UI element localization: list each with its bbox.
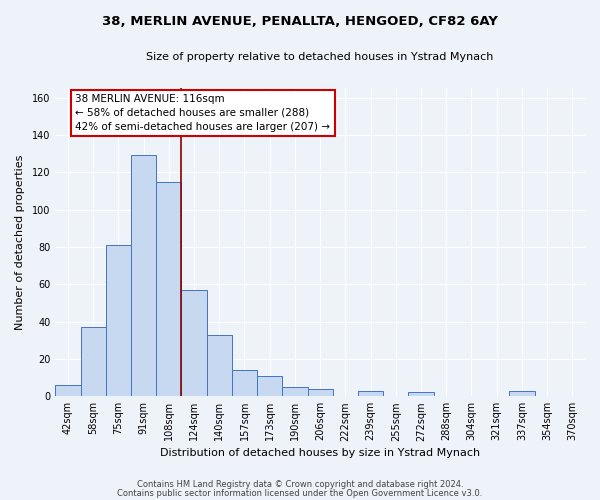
- Text: Contains HM Land Registry data © Crown copyright and database right 2024.: Contains HM Land Registry data © Crown c…: [137, 480, 463, 489]
- Bar: [131, 156, 156, 396]
- Title: Size of property relative to detached houses in Ystrad Mynach: Size of property relative to detached ho…: [146, 52, 494, 62]
- Bar: [80, 327, 106, 396]
- Bar: [358, 390, 383, 396]
- Bar: [409, 392, 434, 396]
- X-axis label: Distribution of detached houses by size in Ystrad Mynach: Distribution of detached houses by size …: [160, 448, 480, 458]
- Bar: [509, 390, 535, 396]
- Bar: [232, 370, 257, 396]
- Text: 38 MERLIN AVENUE: 116sqm
← 58% of detached houses are smaller (288)
42% of semi-: 38 MERLIN AVENUE: 116sqm ← 58% of detach…: [76, 94, 331, 132]
- Bar: [181, 290, 206, 396]
- Text: 38, MERLIN AVENUE, PENALLTA, HENGOED, CF82 6AY: 38, MERLIN AVENUE, PENALLTA, HENGOED, CF…: [102, 15, 498, 28]
- Bar: [308, 388, 333, 396]
- Bar: [206, 334, 232, 396]
- Bar: [55, 385, 80, 396]
- Y-axis label: Number of detached properties: Number of detached properties: [15, 154, 25, 330]
- Bar: [283, 387, 308, 396]
- Bar: [257, 376, 283, 396]
- Bar: [156, 182, 181, 396]
- Bar: [106, 245, 131, 396]
- Text: Contains public sector information licensed under the Open Government Licence v3: Contains public sector information licen…: [118, 489, 482, 498]
